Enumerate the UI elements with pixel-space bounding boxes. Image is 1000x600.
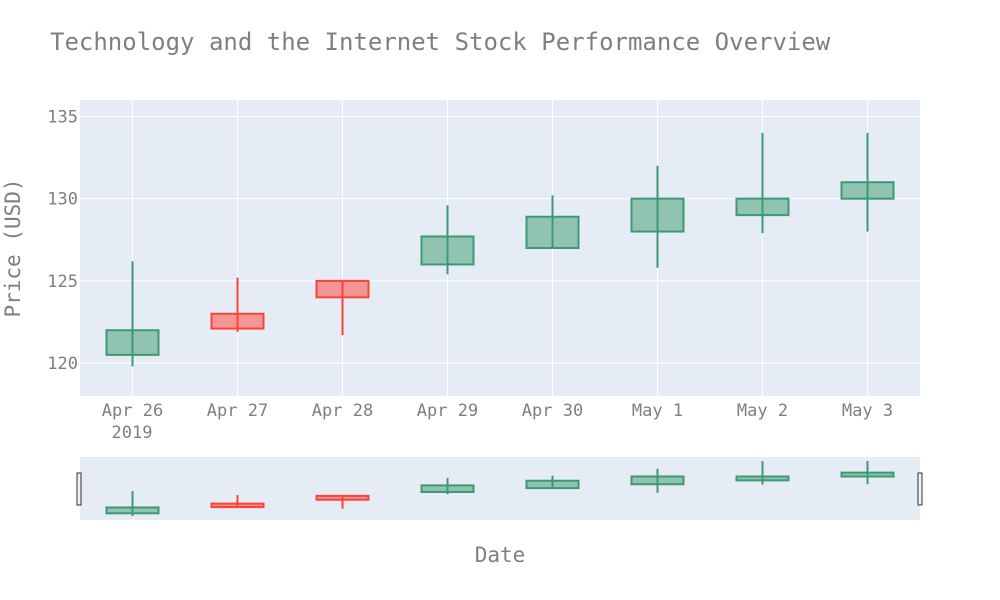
mini-candle-body (420, 484, 475, 493)
x-tick-label: May 2 (737, 401, 788, 421)
mini-candle (105, 491, 160, 516)
candles (105, 132, 895, 367)
mini-candle-body (525, 479, 580, 490)
x-tick-label: Apr 27 (207, 401, 268, 421)
mini-candle (840, 461, 895, 485)
mini-candle-body (840, 471, 895, 478)
rangeslider[interactable] (80, 457, 920, 520)
y-tick-label: 135 (47, 107, 78, 127)
y-tick-label: 125 (47, 272, 78, 292)
y-gridlines (80, 115, 920, 364)
candle[interactable] (525, 195, 580, 249)
mini-candle (525, 475, 580, 490)
candle[interactable] (840, 132, 895, 232)
y-tick-label: 120 (47, 354, 78, 374)
candle[interactable] (420, 205, 475, 275)
x-tick-label: Apr 28 (312, 401, 373, 421)
plot-area (80, 100, 920, 396)
candle-body (630, 197, 685, 233)
mini-candle-body (210, 502, 265, 509)
candle[interactable] (315, 279, 370, 336)
candle-body (315, 279, 370, 299)
chart-title: Technology and the Internet Stock Perfor… (50, 28, 831, 56)
y-axis-title: Price (USD) (1, 178, 25, 317)
candle-body (525, 215, 580, 249)
mini-candle (735, 461, 790, 485)
mini-candle (210, 495, 265, 509)
x-tick-label: Apr 26 (102, 401, 163, 421)
x-tick-label: Apr 30 (522, 401, 583, 421)
x-tick-labels: Apr 26 Apr 27 Apr 28 Apr 29 Apr 30 May 1 May 2… (102, 401, 893, 421)
candle-body (210, 312, 265, 330)
candle-body (420, 235, 475, 266)
rangeslider-right-handle[interactable] (917, 472, 923, 506)
x-tick-label: May 3 (842, 401, 893, 421)
rangeslider-candles (105, 461, 895, 516)
candle[interactable] (735, 132, 790, 234)
x-tick-label: May 1 (632, 401, 683, 421)
mini-candle (420, 478, 475, 495)
candle[interactable] (105, 261, 160, 367)
x-axis-title: Date (475, 543, 526, 567)
mini-candle (315, 494, 370, 509)
candle-body (105, 329, 160, 356)
x-tick-label: Apr 29 (417, 401, 478, 421)
candle-body (840, 181, 895, 200)
candle[interactable] (630, 165, 685, 268)
mini-candle-body (735, 475, 790, 482)
mini-candle-body (315, 494, 370, 501)
mini-candle-body (630, 475, 685, 486)
x-year-label: 2019 (112, 423, 153, 443)
y-tick-label: 130 (47, 190, 78, 210)
mini-candle-body (105, 506, 160, 515)
rangeslider-left-handle[interactable] (76, 472, 82, 506)
candle[interactable] (210, 277, 265, 332)
candle-body (735, 197, 790, 217)
y-tick-labels: 120 125 130 135 (47, 107, 78, 374)
mini-candle (630, 468, 685, 493)
